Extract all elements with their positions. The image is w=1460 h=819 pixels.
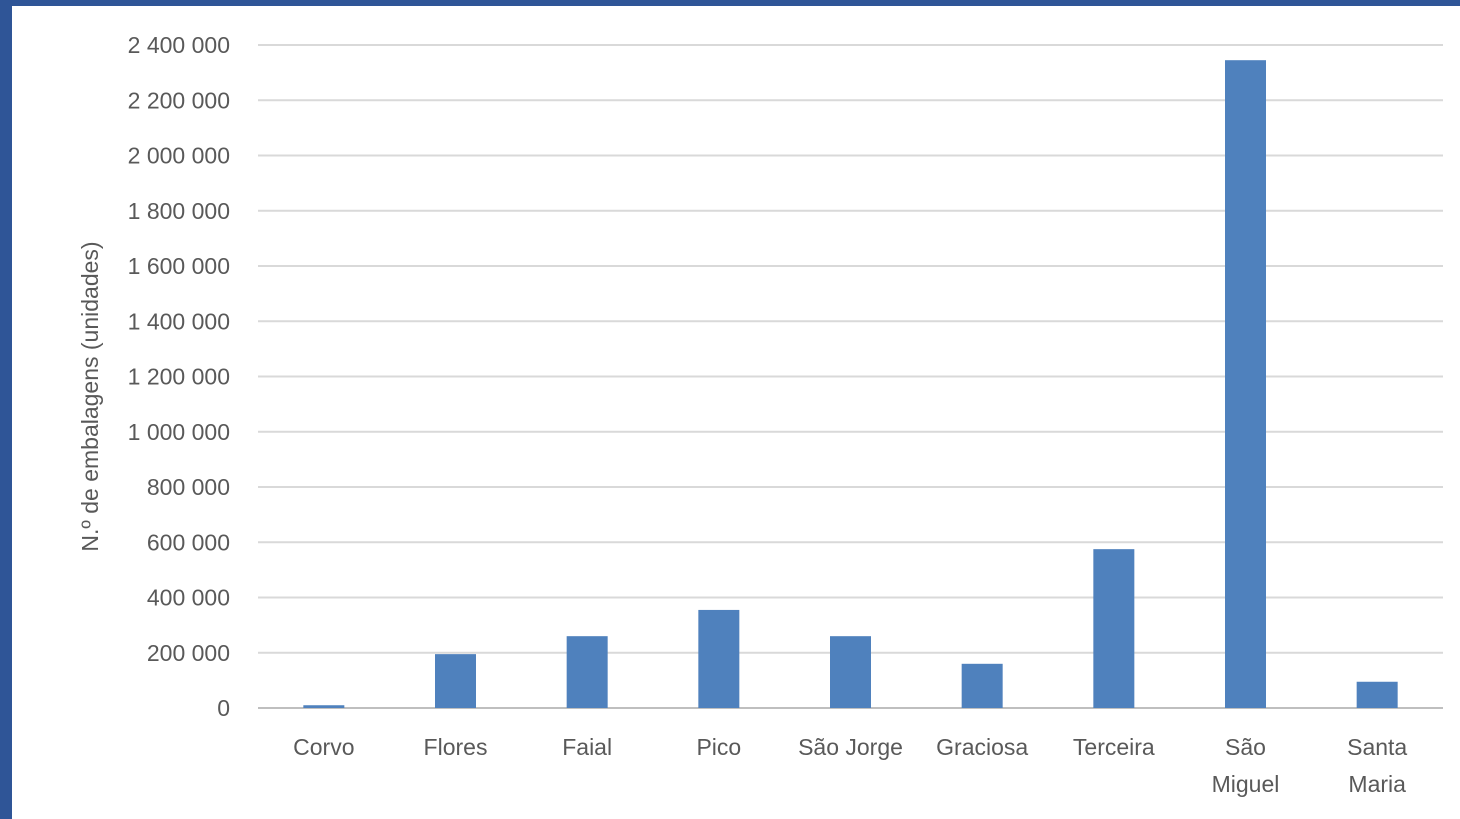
- bar: [830, 636, 871, 708]
- x-tick-label-line: Miguel: [1212, 771, 1280, 797]
- x-tick-label-line: São Jorge: [798, 734, 903, 760]
- y-tick-label: 1 000 000: [128, 419, 230, 445]
- x-tick-label: Pico: [696, 734, 741, 760]
- x-tick-label: Faial: [562, 734, 612, 760]
- x-tick-label: São Jorge: [798, 734, 903, 760]
- x-tick-label: Flores: [424, 734, 488, 760]
- y-tick-label: 1 600 000: [128, 253, 230, 279]
- chart-panel: 0 200 000 400 000 600 000 800 000 1 000 000 1 …: [12, 6, 1460, 819]
- y-tick-label: 1 400 000: [128, 308, 230, 334]
- x-tick-label: Corvo: [293, 734, 354, 760]
- bar: [1356, 681, 1398, 708]
- y-tick-label: 0: [217, 695, 230, 721]
- x-tick-label-line: Corvo: [293, 734, 354, 760]
- bar: [1225, 60, 1266, 709]
- y-tick-label: 2 200 000: [128, 87, 230, 113]
- y-tick-label: 200 000: [147, 640, 230, 666]
- x-tick-label-line: Flores: [424, 734, 488, 760]
- x-tick-label: São Miguel: [1212, 734, 1280, 797]
- x-tick-label-line: Graciosa: [936, 734, 1028, 760]
- y-tick-label: 600 000: [147, 529, 230, 555]
- bar: [1093, 549, 1135, 708]
- x-tick-label-line: São: [1225, 734, 1266, 760]
- y-tick-label: 2 000 000: [128, 143, 230, 169]
- x-tick-label-line: Santa: [1347, 734, 1407, 760]
- x-tick-label: Santa Maria: [1347, 734, 1407, 797]
- x-tick-label-line: Terceira: [1073, 734, 1155, 760]
- bar: [303, 705, 345, 708]
- bar-chart: 0 200 000 400 000 600 000 800 000 1 000 000 1 …: [77, 32, 1443, 797]
- y-axis-title: N.º de embalagens (unidades): [77, 241, 103, 551]
- y-tick-label: 1 800 000: [128, 198, 230, 224]
- bar: [961, 663, 1003, 708]
- x-tick-label-line: Faial: [562, 734, 612, 760]
- x-tick-label-line: Pico: [696, 734, 741, 760]
- bar: [698, 609, 740, 708]
- bar: [566, 636, 608, 708]
- x-tick-label: Terceira: [1073, 734, 1155, 760]
- y-axis-ticks: 0 200 000 400 000 600 000 800 000 1 000 000 1 …: [128, 32, 230, 721]
- y-tick-label: 1 200 000: [128, 364, 230, 390]
- x-axis-ticks: Corvo Flores Faial Pico São Jorge Graciosa Ter…: [293, 734, 1407, 797]
- bar: [435, 654, 476, 708]
- y-tick-label: 800 000: [147, 474, 230, 500]
- x-tick-label: Graciosa: [936, 734, 1028, 760]
- x-tick-label-line: Maria: [1348, 771, 1406, 797]
- y-tick-label: 2 400 000: [128, 32, 230, 58]
- bars: [303, 60, 1398, 709]
- y-tick-label: 400 000: [147, 585, 230, 611]
